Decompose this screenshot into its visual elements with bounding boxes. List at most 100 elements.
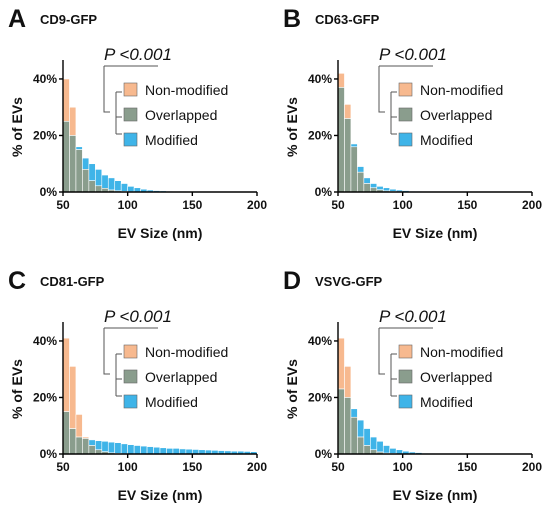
bar-overlapped bbox=[82, 438, 90, 455]
bar-non-modified bbox=[69, 106, 77, 136]
x-axis-label: EV Size (nm) bbox=[393, 487, 478, 503]
x-tick-label: 150 bbox=[182, 460, 202, 474]
x-tick-label: 50 bbox=[331, 198, 345, 212]
bar-modified bbox=[75, 146, 83, 150]
bar-modified bbox=[127, 186, 135, 193]
bar-modified bbox=[114, 442, 122, 454]
y-tick-label: 40% bbox=[308, 334, 332, 348]
bar-modified bbox=[376, 186, 384, 191]
y-tick-label: 0% bbox=[315, 447, 333, 461]
bar-overlapped bbox=[344, 118, 352, 193]
bar-overlapped bbox=[95, 185, 103, 193]
bar-modified bbox=[172, 448, 180, 455]
x-tick-label: 150 bbox=[182, 198, 202, 212]
bar-overlapped bbox=[82, 169, 90, 193]
bar-modified bbox=[88, 163, 96, 181]
bar-modified bbox=[127, 444, 135, 455]
y-axis-label: % of EVs bbox=[9, 359, 25, 419]
x-tick-label: 200 bbox=[522, 460, 542, 474]
panel-title: VSVG-GFP bbox=[315, 274, 383, 289]
bar-modified bbox=[395, 449, 403, 455]
bar-modified bbox=[382, 187, 391, 192]
y-axis-label: % of EVs bbox=[284, 359, 300, 419]
x-tick-label: 150 bbox=[457, 460, 477, 474]
legend-overlapped-swatch bbox=[123, 107, 138, 122]
panel-title: CD63-GFP bbox=[315, 12, 380, 27]
legend-bracket bbox=[115, 353, 122, 397]
panel-title: CD81-GFP bbox=[40, 274, 105, 289]
legend-non-modified-swatch bbox=[123, 344, 138, 359]
panel-d: D VSVG-GFP 0% 20% 40% 50 100 150 200 EV Size (nm)… bbox=[283, 267, 542, 503]
y-tick-label: 40% bbox=[33, 72, 57, 86]
bar-overlapped bbox=[69, 135, 77, 193]
bar-modified bbox=[140, 445, 148, 455]
x-tick-label: 100 bbox=[393, 198, 413, 212]
bar-modified bbox=[357, 166, 365, 173]
bar-modified bbox=[166, 448, 174, 455]
legend-non-modified-label: Non-modified bbox=[420, 82, 503, 98]
legend-non-modified-swatch bbox=[123, 82, 138, 97]
y-tick-label: 0% bbox=[40, 185, 58, 199]
y-tick-label: 40% bbox=[308, 72, 332, 86]
bar-modified bbox=[95, 440, 103, 451]
legend-modified-label: Modified bbox=[420, 132, 473, 148]
x-axis-label: EV Size (nm) bbox=[118, 487, 203, 503]
bar-overlapped bbox=[350, 146, 358, 193]
panel-a: A CD9-GFP 0% 20% 40% 50 100 150 200 EV Size (nm)%… bbox=[8, 5, 267, 241]
x-tick-label: 50 bbox=[56, 460, 70, 474]
x-tick-label: 200 bbox=[247, 460, 267, 474]
x-tick-label: 50 bbox=[331, 460, 345, 474]
legend-overlapped-swatch bbox=[398, 107, 413, 122]
bar-overlapped bbox=[337, 87, 345, 193]
bar-overlapped bbox=[69, 428, 77, 455]
legend-overlapped-label: Overlapped bbox=[420, 369, 492, 385]
bar-modified bbox=[107, 441, 116, 454]
y-tick-label: 20% bbox=[308, 128, 332, 142]
bar-non-modified bbox=[337, 73, 345, 88]
legend-modified-swatch bbox=[123, 394, 138, 409]
legend-non-modified-swatch bbox=[398, 82, 413, 97]
bar-non-modified bbox=[75, 414, 83, 438]
bar-modified bbox=[370, 183, 378, 189]
bar-modified bbox=[363, 428, 371, 446]
legend-overlapped-label: Overlapped bbox=[145, 369, 217, 385]
bar-modified bbox=[101, 174, 109, 189]
y-tick-label: 40% bbox=[33, 334, 57, 348]
panel-letter: D bbox=[283, 267, 301, 295]
legend-modified-label: Modified bbox=[145, 132, 198, 148]
legend-overlapped-swatch bbox=[123, 369, 138, 384]
bar-modified bbox=[82, 157, 90, 170]
bar-overlapped bbox=[62, 121, 70, 193]
bar-modified bbox=[179, 448, 187, 455]
legend-bracket bbox=[390, 353, 397, 397]
bar-overlapped bbox=[350, 416, 358, 455]
bar-modified bbox=[350, 408, 358, 418]
x-axis-label: EV Size (nm) bbox=[118, 225, 203, 241]
legend-modified-swatch bbox=[123, 132, 138, 147]
bar-modified bbox=[350, 143, 358, 148]
bar-overlapped bbox=[357, 436, 365, 455]
y-axis-label: % of EVs bbox=[284, 97, 300, 157]
x-tick-label: 200 bbox=[247, 198, 267, 212]
bar-non-modified bbox=[69, 366, 77, 429]
bar-non-modified bbox=[62, 78, 70, 122]
bar-modified bbox=[114, 180, 122, 192]
y-axis-label: % of EVs bbox=[9, 97, 25, 157]
p-value-annotation: P <0.001 bbox=[104, 45, 172, 64]
panel-c: C CD81-GFP 0% 20% 40% 50 100 150 200 EV Size (nm)… bbox=[8, 267, 267, 503]
bar-modified bbox=[389, 188, 397, 192]
bracket-line bbox=[103, 65, 158, 113]
panel-letter: B bbox=[283, 5, 301, 33]
p-value-annotation: P <0.001 bbox=[104, 307, 172, 326]
bar-modified bbox=[120, 443, 128, 455]
legend-bracket bbox=[390, 91, 397, 135]
bar-modified bbox=[120, 183, 128, 192]
bar-modified bbox=[370, 436, 378, 451]
legend-bracket bbox=[115, 91, 122, 135]
bar-overlapped bbox=[337, 388, 345, 455]
x-tick-label: 100 bbox=[118, 460, 138, 474]
bar-overlapped bbox=[62, 411, 70, 455]
x-tick-label: 150 bbox=[457, 198, 477, 212]
bar-modified bbox=[153, 446, 161, 455]
